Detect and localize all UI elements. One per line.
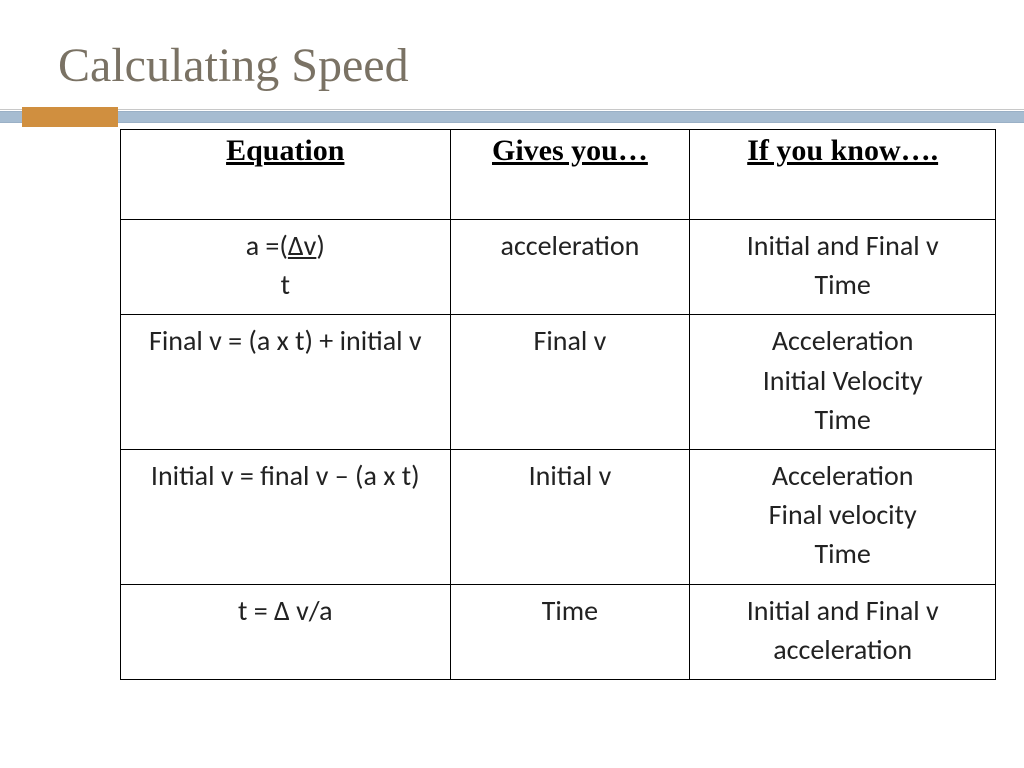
page-title: Calculating Speed xyxy=(0,38,1024,93)
know-text: Final velocity xyxy=(769,497,917,532)
equation-text: a =( xyxy=(246,228,288,263)
cell-know: Acceleration Final velocity Time xyxy=(690,449,996,584)
table-row: Final v = (a x t) + initial v Final v Ac… xyxy=(121,315,996,450)
know-text: Acceleration xyxy=(772,458,914,493)
table-row: Initial v = final v – (a x t) Initial v … xyxy=(121,449,996,584)
equation-text: t xyxy=(281,267,290,302)
know-text: Initial and Final v xyxy=(747,593,939,628)
decorative-bar-blue xyxy=(0,111,1024,123)
column-header-gives: Gives you… xyxy=(450,130,690,220)
table-header-row: Equation Gives you… If you know…. xyxy=(121,130,996,220)
know-text: Acceleration xyxy=(772,323,914,358)
column-header-equation: Equation xyxy=(121,130,451,220)
know-text: Initial Velocity xyxy=(763,363,923,398)
equation-text: ) xyxy=(316,228,325,263)
column-header-know: If you know…. xyxy=(690,130,996,220)
cell-equation: Initial v = final v – (a x t) xyxy=(121,449,451,584)
cell-gives: acceleration xyxy=(450,220,690,315)
decorative-bar xyxy=(0,107,1024,129)
know-text: Time xyxy=(814,402,870,437)
know-text: Time xyxy=(814,267,870,302)
equations-table: Equation Gives you… If you know…. a =(Δv… xyxy=(120,129,996,680)
decorative-bar-orange xyxy=(22,107,118,127)
cell-gives: Time xyxy=(450,584,690,679)
cell-equation: a =(Δv) t xyxy=(121,220,451,315)
know-text: Initial and Final v xyxy=(747,228,939,263)
slide: Calculating Speed Equation Gives you… If… xyxy=(0,0,1024,768)
cell-gives: Final v xyxy=(450,315,690,450)
cell-equation: Final v = (a x t) + initial v xyxy=(121,315,451,450)
cell-know: Acceleration Initial Velocity Time xyxy=(690,315,996,450)
table-row: a =(Δv) t acceleration Initial and Final… xyxy=(121,220,996,315)
cell-equation: t = Δ v/a xyxy=(121,584,451,679)
know-text: acceleration xyxy=(773,632,912,667)
decorative-line xyxy=(0,109,1024,110)
know-text: Time xyxy=(814,536,870,571)
cell-know: Initial and Final v acceleration xyxy=(690,584,996,679)
cell-know: Initial and Final v Time xyxy=(690,220,996,315)
cell-gives: Initial v xyxy=(450,449,690,584)
equation-underlined: Δv xyxy=(288,228,316,263)
table-row: t = Δ v/a Time Initial and Final v accel… xyxy=(121,584,996,679)
